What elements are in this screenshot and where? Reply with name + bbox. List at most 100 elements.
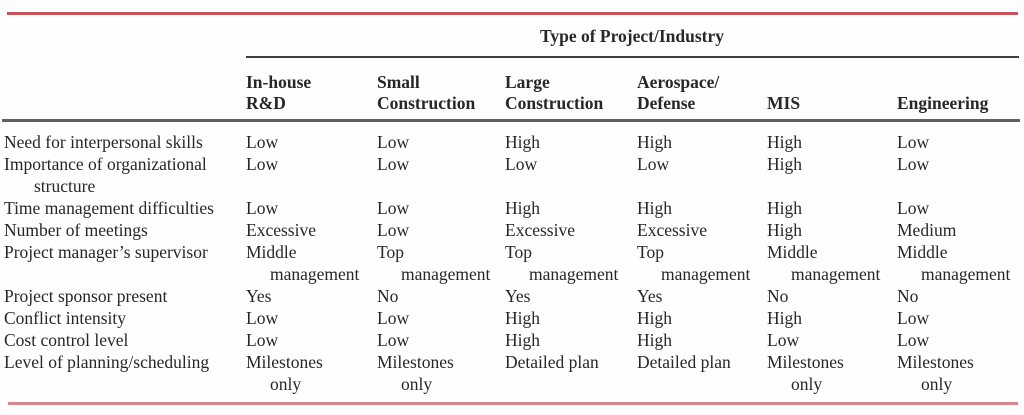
cell-value-line: No bbox=[377, 286, 399, 306]
cell-value: High bbox=[505, 307, 637, 329]
row-label-line: Number of meetings bbox=[4, 220, 148, 240]
cell-value: Yes bbox=[505, 285, 637, 307]
column-header-line: Construction bbox=[505, 93, 604, 113]
cell-value: Low bbox=[767, 329, 897, 351]
cell-value: Low bbox=[246, 197, 377, 219]
cell-value: Middle management bbox=[246, 241, 377, 285]
cell-value-line: No bbox=[767, 286, 789, 306]
cell-value: High bbox=[505, 197, 637, 219]
cell-value: Low bbox=[246, 131, 377, 153]
row-label-line: Cost control level bbox=[4, 330, 129, 350]
cell-value-line: Low bbox=[377, 220, 410, 240]
cell-value-line: only bbox=[791, 374, 823, 394]
cell-value-line: Medium bbox=[897, 220, 957, 240]
table-row: Time management difficulties Low Low High Hi… bbox=[0, 197, 1024, 219]
row-label: Number of meetings bbox=[0, 219, 246, 241]
header-divider-rule bbox=[2, 119, 1020, 122]
cell-value-line: High bbox=[767, 198, 802, 218]
cell-value-line: Low bbox=[377, 154, 410, 174]
cell-value-line: only bbox=[270, 374, 302, 394]
table-row: Importance of organizational structure Low… bbox=[0, 153, 1024, 197]
cell-value: Low bbox=[897, 307, 1024, 329]
cell-value: Excessive bbox=[637, 219, 767, 241]
column-header-line: Small bbox=[377, 72, 420, 92]
cell-value: High bbox=[767, 219, 897, 241]
cell-value-line: High bbox=[767, 154, 802, 174]
cell-value-line: High bbox=[637, 132, 672, 152]
cell-value: High bbox=[637, 131, 767, 153]
row-label-line: Level of planning/scheduling bbox=[4, 352, 210, 372]
row-label-line: Conflict intensity bbox=[4, 308, 127, 328]
bottom-red-rule bbox=[8, 402, 1018, 405]
cell-value: High bbox=[767, 307, 897, 329]
cell-value: Low bbox=[377, 219, 505, 241]
cell-value: Detailed plan bbox=[505, 351, 637, 373]
top-red-rule bbox=[7, 12, 1018, 15]
row-label: Importance of organizational structure bbox=[0, 153, 246, 197]
cell-value: Top management bbox=[505, 241, 637, 285]
cell-value-line: No bbox=[897, 286, 919, 306]
column-header-line: In-house bbox=[246, 72, 312, 92]
cell-value-line: High bbox=[637, 198, 672, 218]
cell-value-line: Detailed plan bbox=[637, 352, 731, 372]
cell-value-line: Middle bbox=[767, 242, 818, 262]
row-label-line: Need for interpersonal skills bbox=[4, 132, 203, 152]
cell-value-line: High bbox=[505, 198, 540, 218]
cell-value-line: High bbox=[505, 330, 540, 350]
cell-value-line: Yes bbox=[637, 286, 663, 306]
cell-value-line: Excessive bbox=[505, 220, 575, 240]
column-header: Engineering bbox=[897, 93, 1024, 114]
cell-value-line: management bbox=[529, 264, 619, 284]
table-row: Cost control level Low Low High High Low Low bbox=[0, 329, 1024, 351]
table-row: Need for interpersonal skills Low Low High H… bbox=[0, 131, 1024, 153]
cell-value: Low bbox=[377, 329, 505, 351]
cell-value-line: Yes bbox=[505, 286, 531, 306]
cell-value-line: management bbox=[270, 264, 360, 284]
cell-value-line: Milestones bbox=[246, 352, 323, 372]
row-label: Project manager’s supervisor bbox=[0, 241, 246, 263]
cell-value: Low bbox=[637, 153, 767, 175]
cell-value-line: Low bbox=[767, 330, 800, 350]
row-label-line: Time management difficulties bbox=[4, 198, 214, 218]
cell-value-line: Top bbox=[637, 242, 664, 262]
cell-value-line: management bbox=[921, 264, 1011, 284]
cell-value-line: Low bbox=[897, 154, 930, 174]
cell-value-line: Top bbox=[505, 242, 532, 262]
row-label: Conflict intensity bbox=[0, 307, 246, 329]
cell-value: Yes bbox=[246, 285, 377, 307]
cell-value-line: High bbox=[505, 132, 540, 152]
cell-value-line: Milestones bbox=[767, 352, 844, 372]
cell-value: High bbox=[637, 307, 767, 329]
table-row: Conflict intensity Low Low High High High Low bbox=[0, 307, 1024, 329]
cell-value: High bbox=[767, 197, 897, 219]
cell-value-line: Low bbox=[246, 154, 279, 174]
row-label-line: Project sponsor present bbox=[4, 286, 168, 306]
cell-value: Milestones only bbox=[246, 351, 377, 395]
row-label-line: structure bbox=[34, 176, 96, 196]
cell-value: Low bbox=[897, 131, 1024, 153]
cell-value-line: Middle bbox=[897, 242, 948, 262]
spanner-underline-rule bbox=[246, 56, 1019, 58]
table-row: Project sponsor present Yes No Yes Yes No No bbox=[0, 285, 1024, 307]
row-label-line: Importance of organizational bbox=[4, 154, 207, 174]
column-header: Large Construction bbox=[505, 72, 637, 114]
cell-value: High bbox=[505, 131, 637, 153]
cell-value-line: only bbox=[401, 374, 433, 394]
column-header-line: MIS bbox=[767, 93, 801, 113]
cell-value-line: management bbox=[401, 264, 491, 284]
cell-value-line: Low bbox=[377, 308, 410, 328]
cell-value: Low bbox=[505, 153, 637, 175]
column-header: MIS bbox=[767, 93, 897, 114]
cell-value: High bbox=[767, 153, 897, 175]
cell-value: Excessive bbox=[505, 219, 637, 241]
cell-value: Low bbox=[377, 153, 505, 175]
cell-value-line: Low bbox=[377, 330, 410, 350]
cell-value: No bbox=[377, 285, 505, 307]
column-header-line: Construction bbox=[377, 93, 476, 113]
cell-value: High bbox=[637, 329, 767, 351]
cell-value-line: Low bbox=[246, 308, 279, 328]
row-label: Level of planning/scheduling bbox=[0, 351, 246, 373]
cell-value-line: High bbox=[505, 308, 540, 328]
cell-value-line: Low bbox=[246, 330, 279, 350]
cell-value: Low bbox=[897, 153, 1024, 175]
